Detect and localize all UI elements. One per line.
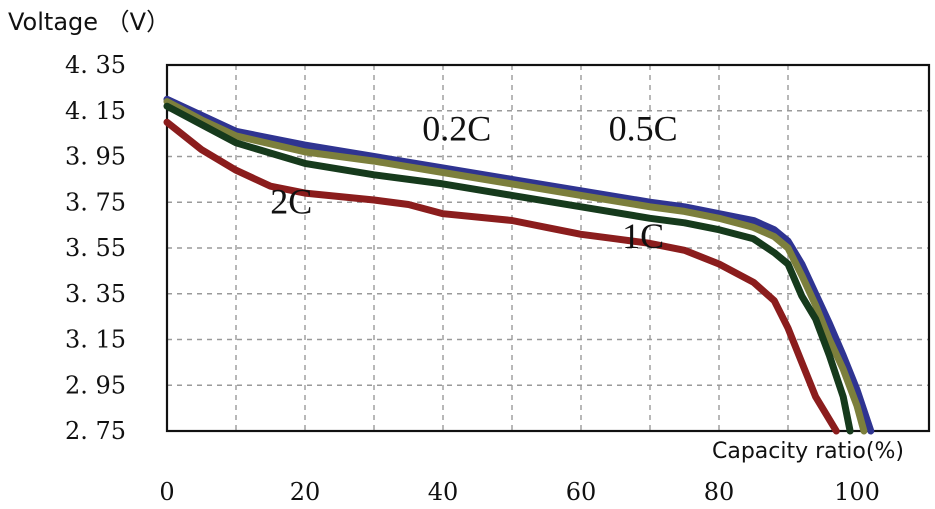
series-line-2c [163, 118, 840, 435]
series-line-0-2c [163, 95, 875, 435]
y-tick-label: 3. 75 [65, 188, 126, 216]
y-tick-label: 3. 55 [65, 234, 126, 262]
x-tick-label: 60 [566, 478, 597, 506]
annotation-label: 2C [270, 182, 312, 222]
annotation-label: 1C [622, 216, 664, 256]
series-annotations: 0.2C 0.5C 2C 1C [270, 108, 677, 256]
grid-lines [167, 65, 929, 431]
series-line-1c [163, 102, 854, 435]
x-tick-labels: 0 20 40 60 80 100 [159, 478, 880, 506]
annotation-label: 0.5C [609, 108, 678, 148]
x-tick-label: 40 [428, 478, 459, 506]
annotation-label: 0.2C [422, 108, 491, 148]
y-tick-label: 4. 35 [65, 51, 126, 79]
y-tick-label: 2. 75 [65, 417, 126, 445]
series-line-0-5c [163, 98, 868, 435]
x-tick-label: 80 [704, 478, 735, 506]
plot-frame [165, 63, 931, 433]
y-axis-label: Voltage （V） [8, 8, 170, 36]
series-lines [163, 95, 875, 435]
x-axis-label: Capacity ratio(%) [712, 439, 904, 464]
x-tick-label: 20 [290, 478, 321, 506]
x-tick-label: 0 [159, 478, 174, 506]
y-tick-labels: 4. 35 4. 15 3. 95 3. 75 3. 55 3. 35 3. 15 2. 95… [65, 51, 126, 445]
y-tick-label: 3. 95 [65, 143, 126, 171]
y-tick-label: 3. 35 [65, 280, 126, 308]
y-tick-label: 2. 95 [65, 371, 126, 399]
y-tick-label: 3. 15 [65, 326, 126, 354]
x-tick-label: 100 [834, 478, 880, 506]
y-tick-label: 4. 15 [65, 97, 126, 125]
